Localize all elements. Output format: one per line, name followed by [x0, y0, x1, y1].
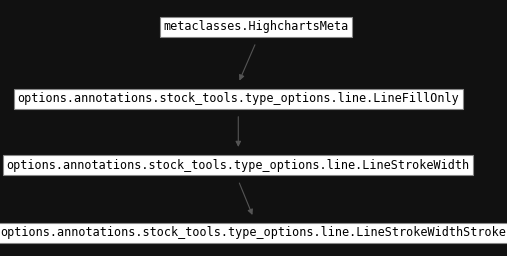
Text: options.annotations.stock_tools.type_options.line.LineStrokeWidth: options.annotations.stock_tools.type_opt…	[7, 159, 470, 172]
Text: metaclasses.HighchartsMeta: metaclasses.HighchartsMeta	[163, 20, 349, 33]
Text: options.annotations.stock_tools.type_options.line.LineFillOnly: options.annotations.stock_tools.type_opt…	[17, 92, 459, 105]
Text: options.annotations.stock_tools.type_options.line.LineStrokeWidthStroke: options.annotations.stock_tools.type_opt…	[1, 227, 506, 239]
